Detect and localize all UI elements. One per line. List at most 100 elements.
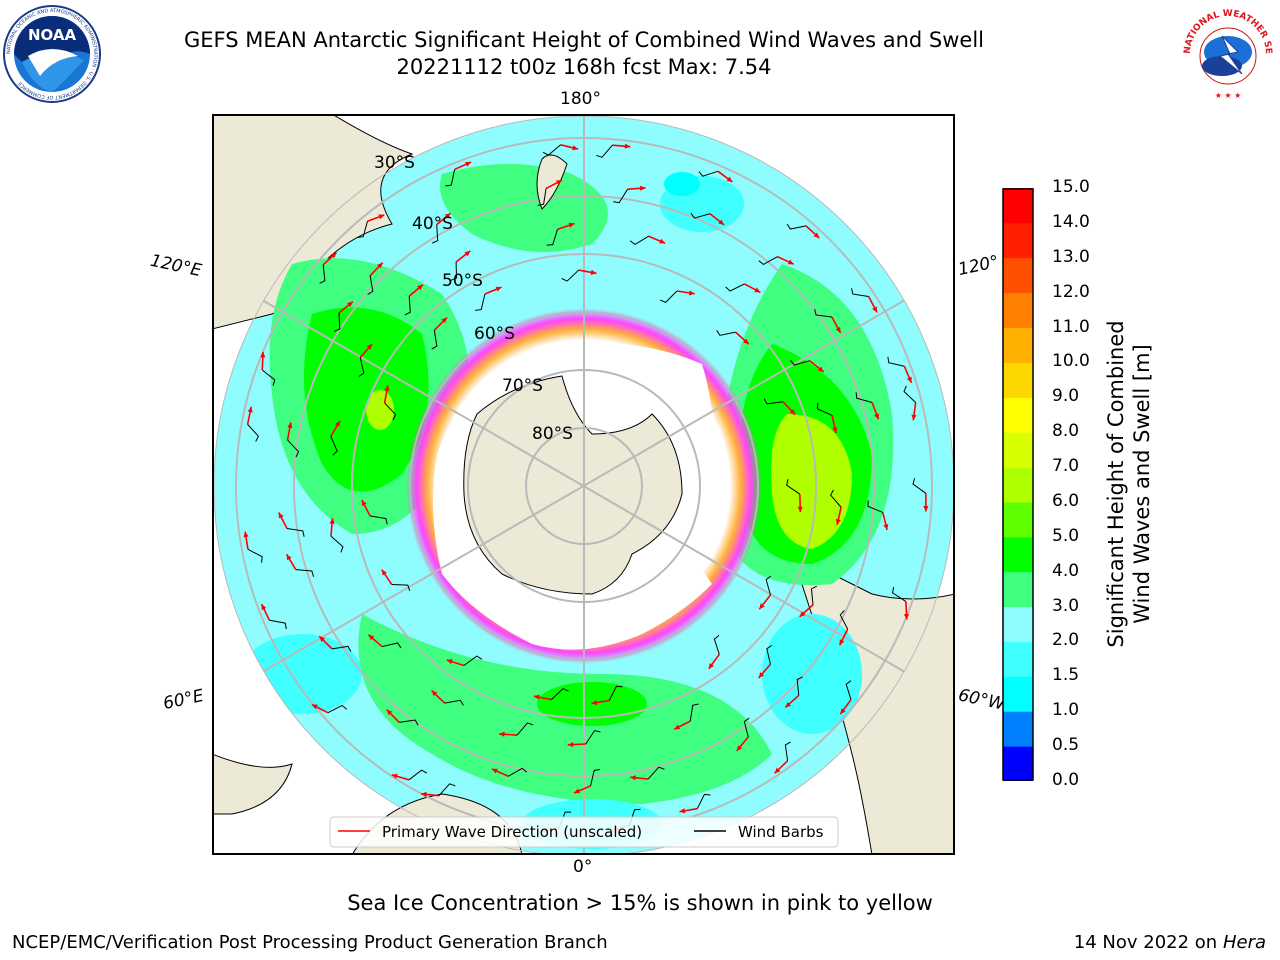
wave-arrow-head <box>903 614 910 620</box>
wind-barb <box>689 703 699 722</box>
wind-barb <box>814 309 832 318</box>
wave-arrow-head <box>785 701 792 708</box>
colorbar-tick-label: 14.0 <box>1052 211 1090 232</box>
lat-label-70s: 70°S <box>502 376 543 396</box>
noaa-logo-text: NOAA <box>28 26 77 44</box>
wave-arrow-head <box>260 351 266 358</box>
wave-arrow-head <box>758 672 765 678</box>
polar-map: 30°S 40°S 50°S 60°S 70°S 80°S Primary Wa… <box>212 114 955 855</box>
wave-arrow-head <box>386 709 393 716</box>
colorbar-segment <box>1003 362 1033 398</box>
wave-arrow-head <box>567 741 574 748</box>
wave-arrow-head <box>378 214 385 220</box>
wave-arrow-head <box>718 219 725 225</box>
wave-arrow-head <box>247 406 253 413</box>
wave-arrow-head <box>417 284 423 291</box>
wind-barb <box>247 548 263 563</box>
wind-barb <box>613 188 629 204</box>
colorbar-title-line2: Wind Waves and Swell [m] <box>1130 344 1154 624</box>
wave-arrow-head <box>446 659 453 665</box>
wind-barb <box>551 687 569 700</box>
wave-arrow-head <box>499 731 505 737</box>
colorbar-segment <box>1003 257 1033 294</box>
wind-barb <box>247 424 259 442</box>
lon-label-120e: 120°E <box>148 250 204 282</box>
wave-arrow-head <box>330 252 337 259</box>
lat-label-40s: 40°S <box>412 214 453 234</box>
wind-barb <box>330 535 344 553</box>
wind-barb <box>851 288 869 297</box>
wind-barb <box>370 515 388 525</box>
wave-arrow-head <box>679 808 686 814</box>
wave-band-1m-north <box>664 172 700 196</box>
colorbar-tick-label: 12.0 <box>1052 281 1090 302</box>
wind-barb <box>725 283 745 292</box>
wave-arrow-head <box>287 422 293 429</box>
wind-barb <box>295 569 315 577</box>
wind-barb <box>887 356 905 367</box>
lat-label-80s: 80°S <box>532 424 573 444</box>
wind-barb <box>765 575 772 596</box>
wind-barb <box>743 717 750 738</box>
colorbar <box>1002 188 1034 781</box>
graticule <box>214 116 954 854</box>
wave-arrow-head <box>311 704 318 710</box>
colorbar-segment <box>1003 397 1033 433</box>
wind-barb <box>445 169 456 187</box>
land-antarctica <box>463 375 683 595</box>
wind-barb <box>810 585 818 605</box>
wind-barb <box>381 642 402 649</box>
footer-host: Hera <box>1222 932 1266 953</box>
colorbar-segment <box>1003 432 1033 468</box>
wind-barb <box>332 645 352 652</box>
footer-credit: NCEP/EMC/Verification Post Processing Pr… <box>12 932 608 953</box>
colorbar-segment <box>1003 501 1033 538</box>
wave-arrow-head <box>640 185 646 191</box>
colorbar-title-line1: Significant Height of Combined <box>1104 320 1128 648</box>
wind-barb <box>432 224 439 244</box>
colorbar-tick-label: 13.0 <box>1052 246 1090 267</box>
wind-barb <box>817 402 833 416</box>
wave-arrow-head <box>491 768 498 774</box>
wave-arrow-head <box>261 604 267 611</box>
wind-barb <box>399 719 419 726</box>
wind-barb <box>438 783 456 797</box>
wave-arrow-head <box>384 385 390 392</box>
colorbar-segment <box>1003 676 1033 712</box>
wind-barb <box>912 478 927 494</box>
wind-barb <box>450 261 458 281</box>
wave-arrow-head <box>421 791 427 797</box>
wind-barb <box>758 256 778 266</box>
chart-subtitle: 20221112 t00z 168h fcst Max: 7.54 <box>396 55 772 79</box>
colorbar-tick-label: 1.5 <box>1052 665 1080 686</box>
wave-arrow-head <box>835 326 841 333</box>
wave-arrow-head <box>368 634 375 641</box>
colorbar-tick-label: 11.0 <box>1052 316 1090 337</box>
colorbar-segment <box>1003 711 1033 747</box>
wave-arrow-head <box>774 767 781 774</box>
wind-barb <box>716 330 736 336</box>
wind-barb <box>269 619 287 630</box>
colorbar-tick-label: 0.0 <box>1052 770 1080 790</box>
wave-arrow-head <box>799 611 806 617</box>
colorbar-segment <box>1003 292 1033 329</box>
wind-barb <box>330 436 338 456</box>
wind-barb <box>796 676 803 696</box>
wind-barb <box>546 229 558 246</box>
wave-arrow-head <box>817 366 824 372</box>
wind-barb <box>696 793 711 809</box>
wave-arrow-head <box>872 306 877 313</box>
wave-arrow-head <box>568 222 575 228</box>
wave-arrow-head <box>630 775 636 781</box>
wind-barb <box>659 290 678 303</box>
wind-barb <box>286 527 305 537</box>
wind-barb <box>629 235 649 246</box>
wave-arrow-head <box>813 232 820 239</box>
colorbar-tick-label: 1.0 <box>1052 700 1080 721</box>
colorbar-tick-label: 9.0 <box>1052 386 1080 407</box>
wave-arrow-head <box>832 427 838 434</box>
wind-barb <box>867 500 884 513</box>
nws-logo: NATIONAL WEATHER SERVICE ★ ★ ★ <box>1178 4 1275 101</box>
noaa-logo: NOAA NATIONAL OCEANIC AND ATMOSPHERIC AD… <box>3 5 101 103</box>
wave-arrow-head <box>278 512 284 519</box>
